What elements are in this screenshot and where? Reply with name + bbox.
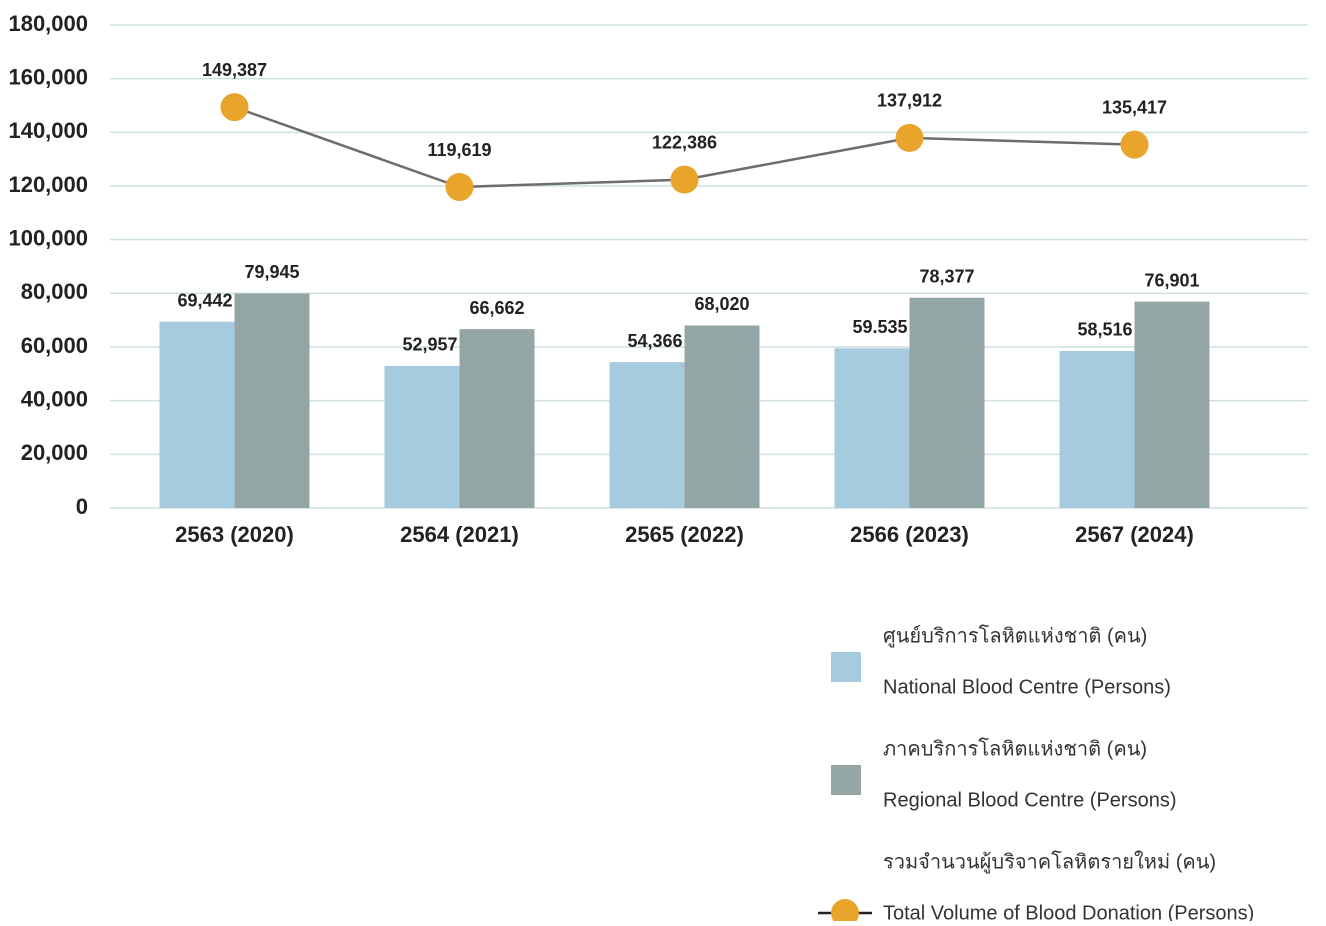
line-point [445,173,474,202]
data-label: 58,516 [1077,320,1132,340]
legend-label: ศูนย์บริการโลหิตแห่งชาติ (คน) [883,624,1147,648]
y-tick-label: 180,000 [8,11,88,36]
bar [609,362,685,508]
bar [909,297,985,508]
bar [384,365,460,508]
data-label: 79,945 [244,262,299,282]
x-tick-label: 2567 (2024) [1075,522,1194,547]
bar [159,321,235,508]
legend-swatch [831,765,861,795]
x-tick-label: 2564 (2021) [400,522,519,547]
data-label: 68,020 [694,294,749,314]
legend-label: ภาคบริการโลหิตแห่งชาติ (คน) [883,737,1147,760]
data-label: 66,662 [469,298,524,318]
bar [684,325,760,508]
data-label: 119,619 [427,140,491,160]
line-point [220,93,249,122]
legend-label: Total Volume of Blood Donation (Persons) [883,902,1254,921]
data-label: 135,417 [1102,97,1167,117]
legend-swatch [831,652,861,682]
y-tick-label: 140,000 [8,118,88,143]
x-tick-label: 2566 (2023) [850,522,969,547]
y-tick-label: 60,000 [21,333,88,358]
x-tick-label: 2563 (2020) [175,522,294,547]
data-label: 54,366 [627,331,682,351]
y-tick-label: 120,000 [8,172,88,197]
bar [834,348,910,508]
x-tick-label: 2565 (2022) [625,522,744,547]
y-tick-label: 0 [76,494,88,519]
legend-label: National Blood Centre (Persons) [883,676,1171,698]
data-label: 137,912 [877,91,942,111]
bar [1059,350,1135,508]
data-label: 149,387 [202,60,267,80]
legend-dot [831,899,859,926]
line-point [895,123,924,152]
y-tick-label: 20,000 [21,440,88,465]
legend-label: รวมจำนวนผู้บริจาคโลหิตรายใหม่ (คน) [883,850,1216,874]
legend-label: Regional Blood Centre (Persons) [883,789,1177,811]
data-label: 78,377 [919,266,974,286]
data-label: 69,442 [177,290,232,310]
y-tick-label: 80,000 [21,279,88,304]
line-point [1120,130,1149,159]
data-label: 52,957 [402,335,457,355]
y-tick-label: 160,000 [8,64,88,89]
data-label: 59.535 [852,317,907,337]
bar [234,293,310,508]
bar [459,329,535,508]
y-tick-label: 40,000 [21,386,88,411]
bar [1134,301,1210,508]
data-label: 76,901 [1144,270,1199,290]
line-point [670,165,699,194]
data-label: 122,386 [652,132,717,152]
y-tick-label: 100,000 [8,225,88,250]
